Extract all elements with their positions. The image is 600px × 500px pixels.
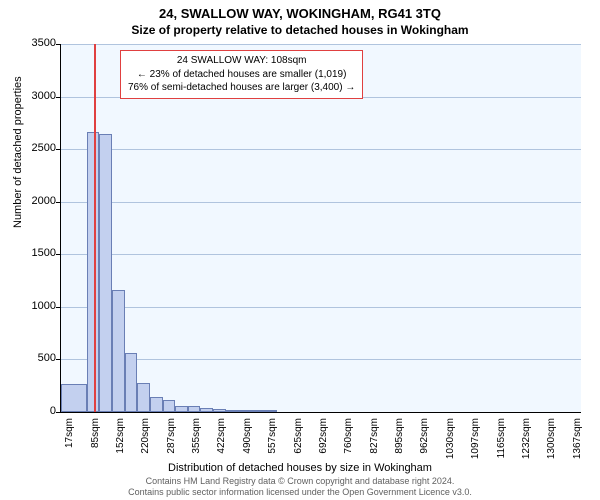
y-axis-label: Number of detached properties <box>12 76 24 228</box>
histogram-bar <box>226 410 239 412</box>
y-tick-label: 1000 <box>20 300 56 312</box>
x-axis-label: Distribution of detached houses by size … <box>0 462 600 474</box>
histogram-bar <box>125 353 138 412</box>
y-tick-label: 0 <box>20 405 56 417</box>
gridline <box>61 359 581 360</box>
histogram-bar <box>200 408 213 412</box>
y-tick-mark <box>56 202 60 203</box>
y-tick-label: 2500 <box>20 142 56 154</box>
gridline <box>61 202 581 203</box>
y-tick-mark <box>56 97 60 98</box>
info-line-2: ← 23% of detached houses are smaller (1,… <box>128 68 355 82</box>
highlight-line <box>94 44 96 412</box>
gridline <box>61 254 581 255</box>
y-tick-mark <box>56 149 60 150</box>
footer: Contains HM Land Registry data © Crown c… <box>0 476 600 499</box>
y-tick-mark <box>56 44 60 45</box>
y-tick-label: 1500 <box>20 247 56 259</box>
gridline <box>61 44 581 45</box>
histogram-bar <box>175 406 188 412</box>
histogram-bar <box>239 410 251 412</box>
chart-container: 24, SWALLOW WAY, WOKINGHAM, RG41 3TQ Siz… <box>0 0 600 500</box>
footer-line-1: Contains HM Land Registry data © Crown c… <box>0 476 600 487</box>
footer-line-2: Contains public sector information licen… <box>0 487 600 498</box>
y-tick-mark <box>56 254 60 255</box>
histogram-bar <box>150 397 163 412</box>
histogram-bar <box>251 410 264 412</box>
y-tick-label: 3000 <box>20 90 56 102</box>
y-tick-mark <box>56 307 60 308</box>
title-sub: Size of property relative to detached ho… <box>0 23 600 37</box>
gridline <box>61 149 581 150</box>
y-tick-label: 3500 <box>20 37 56 49</box>
histogram-bar <box>112 290 125 412</box>
histogram-bar <box>213 409 226 412</box>
info-line-1: 24 SWALLOW WAY: 108sqm <box>128 54 355 68</box>
info-box: 24 SWALLOW WAY: 108sqm ← 23% of detached… <box>120 50 363 99</box>
gridline <box>61 307 581 308</box>
title-main: 24, SWALLOW WAY, WOKINGHAM, RG41 3TQ <box>0 6 600 21</box>
y-tick-mark <box>56 359 60 360</box>
plot-area <box>60 44 581 413</box>
y-tick-label: 500 <box>20 352 56 364</box>
histogram-bar <box>163 400 176 412</box>
histogram-bar <box>264 410 277 412</box>
histogram-bar <box>61 384 87 412</box>
histogram-bar <box>137 383 149 412</box>
histogram-bar <box>87 132 100 412</box>
y-tick-label: 2000 <box>20 195 56 207</box>
y-tick-mark <box>56 412 60 413</box>
histogram-bar <box>99 134 111 412</box>
info-line-3: 76% of semi-detached houses are larger (… <box>128 81 355 95</box>
histogram-bar <box>188 406 200 412</box>
